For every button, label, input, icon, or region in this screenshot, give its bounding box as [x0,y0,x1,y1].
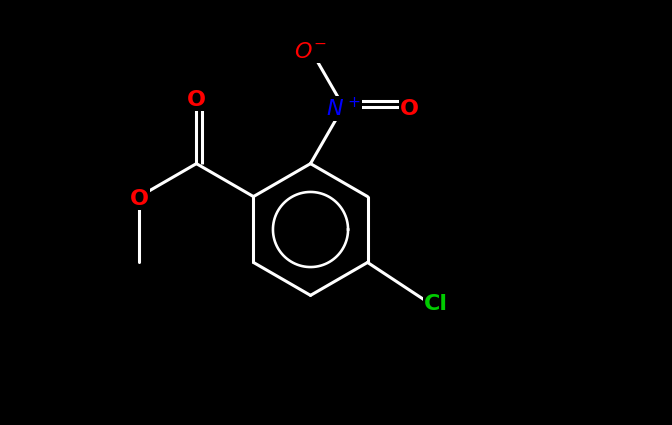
Text: O: O [130,189,149,209]
Text: $N^+$: $N^+$ [326,97,361,120]
Text: $O^{-}$: $O^{-}$ [294,42,327,62]
Text: O: O [400,99,419,119]
Text: Cl: Cl [424,294,448,314]
Text: O: O [187,90,206,110]
